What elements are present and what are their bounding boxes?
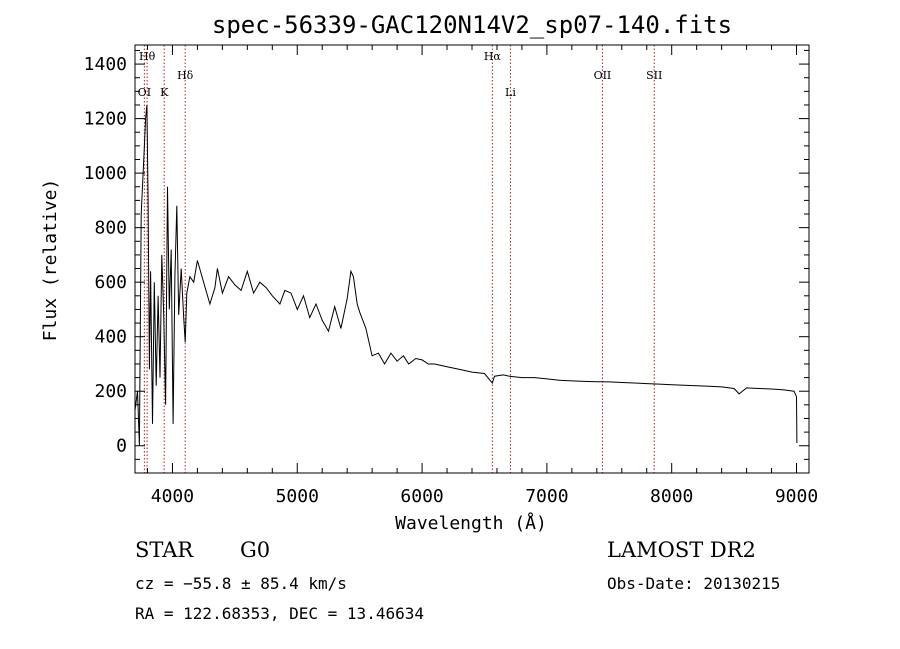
spectral-line-label: OII bbox=[594, 69, 612, 82]
chart-title: spec-56339-GAC120N14V2_sp07-140.fits bbox=[212, 11, 732, 39]
object-type: STAR bbox=[135, 538, 194, 562]
y-tick-label: 600 bbox=[94, 272, 127, 293]
y-tick-label: 800 bbox=[94, 218, 127, 239]
x-tick-label: 6000 bbox=[400, 486, 443, 507]
y-tick-label: 0 bbox=[116, 436, 127, 457]
redshift-text: cz = −55.8 ± 85.4 km/s bbox=[135, 574, 347, 593]
spectral-line-label: Hθ bbox=[139, 50, 156, 63]
survey-name: LAMOST DR2 bbox=[607, 538, 756, 562]
y-tick-label: 1200 bbox=[84, 109, 127, 130]
y-tick-label: 1000 bbox=[84, 163, 127, 184]
object-subclass: G0 bbox=[240, 538, 271, 562]
spectral-line-label: Hα bbox=[484, 50, 502, 63]
x-tick-label: 4000 bbox=[151, 486, 194, 507]
spectral-line-label: SII bbox=[646, 69, 662, 82]
x-tick-label: 8000 bbox=[650, 486, 693, 507]
spectral-line-label: K bbox=[160, 86, 169, 99]
y-tick-label: 400 bbox=[94, 327, 127, 348]
coordinates: RA = 122.68353, DEC = 13.46634 bbox=[135, 604, 424, 623]
spectrum-chart: spec-56339-GAC120N14V2_sp07-140.fits Hθ O… bbox=[40, 11, 818, 534]
x-tick-label: 9000 bbox=[775, 486, 818, 507]
spectral-line-label: Li bbox=[505, 86, 516, 99]
obs-date: Obs-Date: 20130215 bbox=[607, 574, 781, 593]
spectral-line-label: Hδ bbox=[177, 69, 194, 82]
plot-frame bbox=[134, 44, 810, 474]
spectrum-line bbox=[134, 104, 798, 446]
y-tick-label: 1400 bbox=[84, 54, 127, 75]
x-tick-label: 7000 bbox=[525, 486, 568, 507]
x-axis-label: Wavelength (Å) bbox=[395, 512, 547, 534]
spectral-line-label: OI bbox=[138, 86, 151, 99]
y-tick-label: 200 bbox=[94, 381, 127, 402]
x-tick-label: 5000 bbox=[276, 486, 319, 507]
y-axis-label: Flux (relative) bbox=[40, 179, 61, 342]
